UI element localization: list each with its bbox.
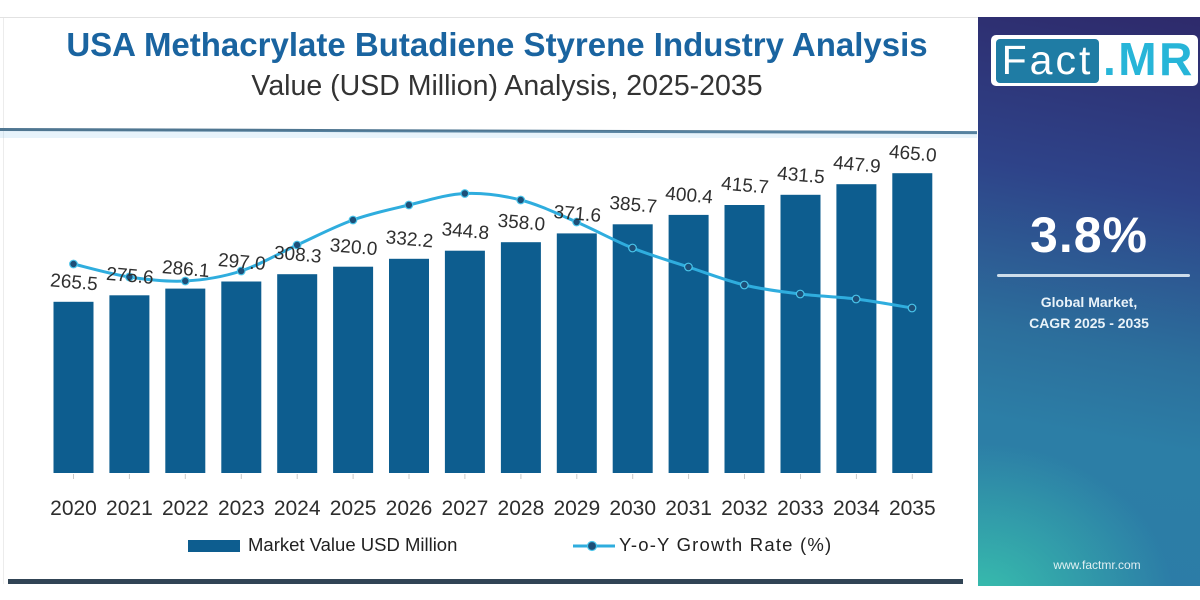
svg-text:2029: 2029: [553, 497, 600, 520]
svg-text:2026: 2026: [386, 497, 433, 520]
svg-text:2031: 2031: [665, 497, 712, 520]
svg-text:297.0: 297.0: [217, 250, 266, 275]
svg-text:308.3: 308.3: [273, 243, 322, 268]
svg-text:415.7: 415.7: [720, 173, 769, 198]
svg-text:Y-o-Y Growth Rate (%): Y-o-Y Growth Rate (%): [619, 534, 832, 555]
svg-text:344.8: 344.8: [441, 219, 490, 244]
svg-text:2034: 2034: [833, 497, 880, 520]
svg-text:2020: 2020: [50, 497, 97, 520]
svg-text:2021: 2021: [106, 497, 153, 520]
svg-text:358.0: 358.0: [497, 211, 546, 236]
svg-text:2023: 2023: [218, 497, 265, 520]
svg-text:447.9: 447.9: [832, 153, 881, 178]
svg-text:286.1: 286.1: [161, 257, 210, 282]
svg-text:2025: 2025: [330, 497, 377, 520]
svg-text:431.5: 431.5: [776, 163, 825, 188]
svg-text:400.4: 400.4: [664, 183, 714, 208]
svg-text:Market Value USD Million: Market Value USD Million: [248, 534, 457, 555]
svg-text:332.2: 332.2: [385, 227, 434, 252]
svg-text:275.6: 275.6: [105, 264, 154, 289]
svg-text:320.0: 320.0: [329, 235, 378, 260]
svg-text:465.0: 465.0: [888, 142, 937, 167]
svg-text:385.7: 385.7: [609, 193, 658, 218]
svg-text:2033: 2033: [777, 497, 824, 520]
svg-text:2024: 2024: [274, 497, 321, 520]
svg-text:2027: 2027: [442, 497, 489, 520]
svg-text:371.6: 371.6: [553, 202, 602, 227]
svg-text:2035: 2035: [889, 497, 936, 520]
svg-text:2030: 2030: [609, 497, 656, 520]
svg-text:2032: 2032: [721, 497, 768, 520]
svg-text:265.5: 265.5: [49, 270, 98, 295]
svg-text:2022: 2022: [162, 497, 209, 520]
svg-text:2028: 2028: [498, 497, 545, 520]
